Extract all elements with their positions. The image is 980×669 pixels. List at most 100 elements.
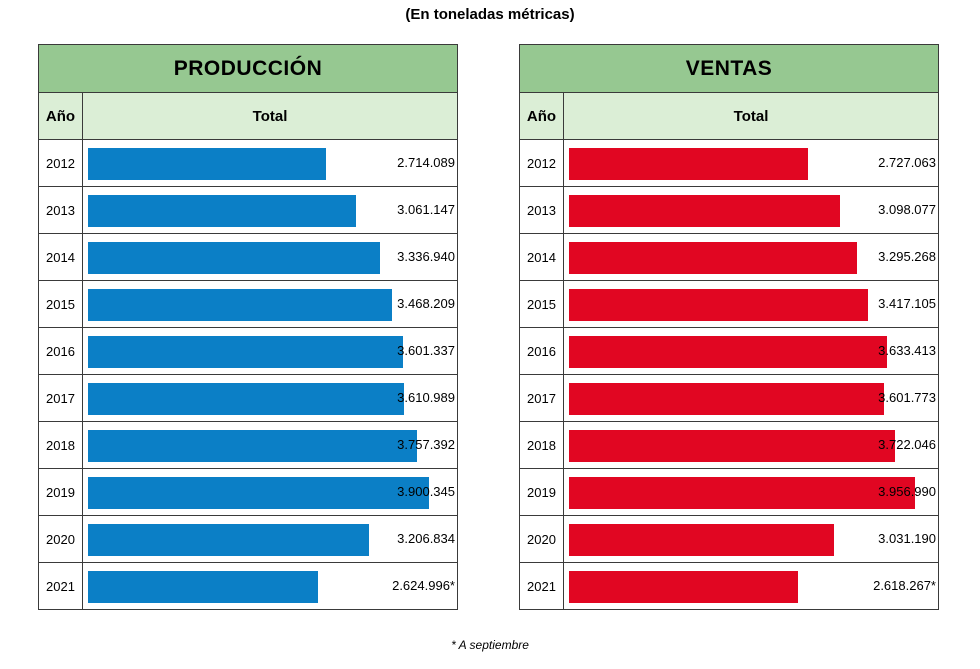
production-row-2013: 2013 3.061.147 (39, 187, 457, 234)
sales-header-row: Año Total (520, 93, 938, 140)
production-bar-cell: 3.900.345 (83, 469, 457, 515)
production-bar-cell: 3.601.337 (83, 328, 457, 374)
sales-bar-cell: 3.295.268 (564, 234, 938, 280)
sales-year-label: 2012 (520, 140, 564, 186)
sales-row-2018: 2018 3.722.046 (520, 422, 938, 469)
sales-value-label: 2.727.063 (878, 155, 936, 170)
sales-bar-2015 (569, 289, 868, 321)
sales-bar-cell: 3.417.105 (564, 281, 938, 327)
sales-bar-2020 (569, 524, 834, 556)
production-bar-2017 (88, 383, 404, 415)
sales-bar-cell: 3.956.990 (564, 469, 938, 515)
sales-year-label: 2014 (520, 234, 564, 280)
sales-bar-2016 (569, 336, 887, 368)
sales-bar-2021 (569, 571, 798, 603)
production-row-2016: 2016 3.601.337 (39, 328, 457, 375)
sales-value-label: 2.618.267* (873, 578, 936, 593)
sales-row-2017: 2017 3.601.773 (520, 375, 938, 422)
production-year-label: 2015 (39, 281, 83, 327)
production-value-label: 3.468.209 (397, 296, 455, 311)
production-bar-cell: 3.061.147 (83, 187, 457, 233)
production-year-label: 2019 (39, 469, 83, 515)
sales-bar-cell: 2.618.267* (564, 563, 938, 609)
sales-row-2014: 2014 3.295.268 (520, 234, 938, 281)
production-bar-2012 (88, 148, 326, 180)
production-year-label: 2012 (39, 140, 83, 186)
production-bar-cell: 3.336.940 (83, 234, 457, 280)
production-row-2017: 2017 3.610.989 (39, 375, 457, 422)
sales-year-label: 2020 (520, 516, 564, 562)
sales-bar-2019 (569, 477, 915, 509)
production-bar-cell: 3.468.209 (83, 281, 457, 327)
production-bar-2014 (88, 242, 380, 274)
sales-row-2019: 2019 3.956.990 (520, 469, 938, 516)
production-header-row: Año Total (39, 93, 457, 140)
sales-year-label: 2021 (520, 563, 564, 609)
production-bar-cell: 3.610.989 (83, 375, 457, 421)
production-title: PRODUCCIÓN (39, 45, 457, 93)
sales-panel: VENTAS Año Total 2012 2.727.063 2013 3.098.… (519, 44, 939, 610)
sales-bar-2012 (569, 148, 808, 180)
chart-subtitle: (En toneladas métricas) (405, 6, 575, 23)
production-total-header: Total (252, 107, 288, 125)
sales-year-label: 2018 (520, 422, 564, 468)
sales-value-label: 3.417.105 (878, 296, 936, 311)
sales-bar-cell: 3.601.773 (564, 375, 938, 421)
production-row-2015: 2015 3.468.209 (39, 281, 457, 328)
sales-bar-2013 (569, 195, 840, 227)
sales-value-label: 3.722.046 (878, 437, 936, 452)
production-row-2021: 2021 2.624.996* (39, 563, 457, 609)
production-value-label: 3.061.147 (397, 202, 455, 217)
production-bar-2021 (88, 571, 318, 603)
production-bar-2018 (88, 430, 417, 462)
sales-year-label: 2019 (520, 469, 564, 515)
sales-bar-2014 (569, 242, 857, 274)
sales-rows: 2012 2.727.063 2013 3.098.077 2014 3.295.268 2… (520, 140, 938, 609)
production-value-label: 3.601.337 (397, 343, 455, 358)
sales-value-label: 3.295.268 (878, 249, 936, 264)
sales-year-header: Año (520, 93, 564, 139)
production-row-2014: 2014 3.336.940 (39, 234, 457, 281)
sales-row-2021: 2021 2.618.267* (520, 563, 938, 609)
sales-row-2020: 2020 3.031.190 (520, 516, 938, 563)
production-bar-cell: 2.714.089 (83, 140, 457, 186)
sales-value-label: 3.633.413 (878, 343, 936, 358)
production-year-label: 2013 (39, 187, 83, 233)
production-year-header: Año (39, 93, 83, 139)
production-bar-2013 (88, 195, 356, 227)
production-bar-2020 (88, 524, 369, 556)
sales-row-2016: 2016 3.633.413 (520, 328, 938, 375)
sales-row-2015: 2015 3.417.105 (520, 281, 938, 328)
sales-bar-cell: 2.727.063 (564, 140, 938, 186)
production-year-label: 2014 (39, 234, 83, 280)
production-year-label: 2016 (39, 328, 83, 374)
production-bar-2015 (88, 289, 392, 321)
sales-total-header: Total (733, 107, 769, 125)
sales-bar-cell: 3.722.046 (564, 422, 938, 468)
sales-row-2012: 2012 2.727.063 (520, 140, 938, 187)
sales-value-label: 3.031.190 (878, 531, 936, 546)
production-bar-cell: 2.624.996* (83, 563, 457, 609)
sales-year-label: 2015 (520, 281, 564, 327)
production-value-label: 3.336.940 (397, 249, 455, 264)
sales-row-2013: 2013 3.098.077 (520, 187, 938, 234)
production-bar-2019 (88, 477, 429, 509)
sales-bar-cell: 3.098.077 (564, 187, 938, 233)
production-bar-cell: 3.757.392 (83, 422, 457, 468)
production-row-2012: 2012 2.714.089 (39, 140, 457, 187)
production-year-label: 2021 (39, 563, 83, 609)
production-value-label: 3.900.345 (397, 484, 455, 499)
sales-bar-2018 (569, 430, 895, 462)
production-value-label: 3.757.392 (397, 437, 455, 452)
sales-year-label: 2017 (520, 375, 564, 421)
sales-value-label: 3.601.773 (878, 390, 936, 405)
sales-year-label: 2016 (520, 328, 564, 374)
sales-bar-cell: 3.633.413 (564, 328, 938, 374)
production-year-label: 2017 (39, 375, 83, 421)
sales-bar-cell: 3.031.190 (564, 516, 938, 562)
production-year-label: 2018 (39, 422, 83, 468)
production-year-label: 2020 (39, 516, 83, 562)
production-row-2020: 2020 3.206.834 (39, 516, 457, 563)
sales-title: VENTAS (520, 45, 938, 93)
sales-value-label: 3.098.077 (878, 202, 936, 217)
